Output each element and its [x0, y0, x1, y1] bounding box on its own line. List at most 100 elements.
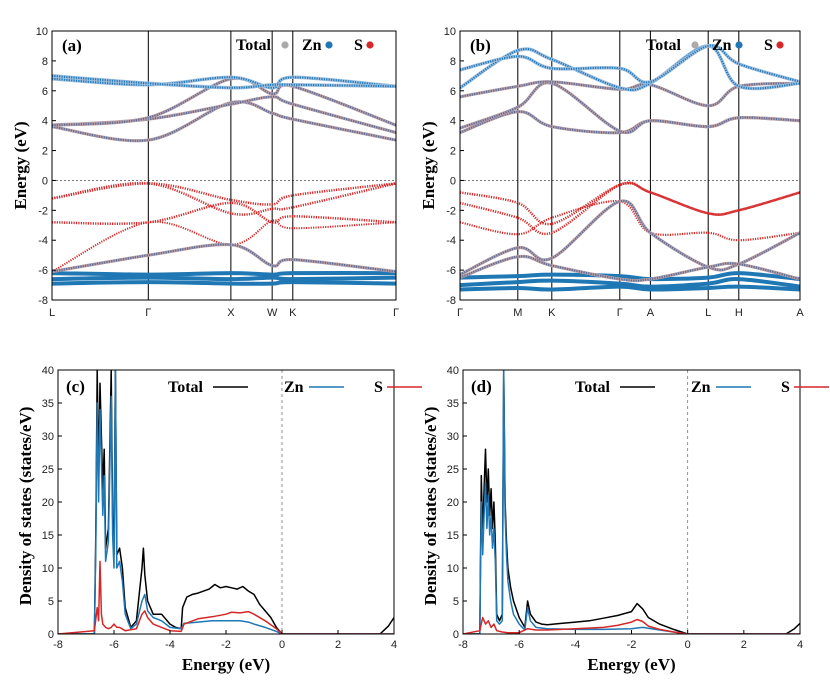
panel-label: (a) — [62, 36, 82, 55]
dos-line-total — [58, 370, 394, 634]
y-tick-label: 0 — [450, 175, 456, 187]
kpoint-label: M — [513, 307, 522, 319]
x-tick-label: 2 — [335, 639, 341, 651]
dos-line-zn — [58, 370, 394, 634]
x-tick-label: -6 — [109, 639, 119, 651]
y-tick-label: 2 — [42, 146, 48, 158]
band-cb2 — [460, 81, 800, 134]
y-tick-label: -2 — [38, 205, 48, 217]
dos-lines-group — [463, 370, 800, 634]
dos-line-zn — [463, 370, 800, 634]
kpoint-label: L — [705, 307, 711, 319]
y-tick-label: -8 — [446, 295, 456, 307]
y-axis-label: Density of states (states/eV) — [16, 407, 35, 606]
y-axis-label: Energy (eV) — [419, 121, 438, 209]
y-tick-label: 10 — [42, 563, 54, 575]
legend-label-s: S — [354, 37, 363, 54]
band-cb3 — [460, 80, 800, 107]
band-vb5 — [460, 255, 800, 282]
dos-lines-group — [58, 370, 394, 634]
y-tick-label: 30 — [447, 431, 459, 443]
kpoint-label: K — [548, 307, 556, 319]
y-tick-label: 0 — [42, 175, 48, 187]
panel-label: (d) — [471, 377, 492, 396]
legend-label-zn: Zn — [284, 379, 304, 396]
y-tick-label: 20 — [447, 497, 459, 509]
x-tick-label: -6 — [514, 639, 524, 651]
x-axis-label: Energy (eV) — [587, 655, 675, 674]
kpoint-label: Γ — [393, 307, 399, 319]
band-cb4 — [460, 44, 800, 91]
y-tick-label: 25 — [447, 464, 459, 476]
y-tick-label: 4 — [42, 116, 48, 128]
plot-frame — [459, 30, 801, 301]
y-tick-label: 10 — [36, 26, 48, 38]
kpoint-label: K — [289, 307, 297, 319]
band-structure-panel-0: -8 -6 -4 -2 0 2 4 6 8 10 L Γ X W K Γ Energy (eV) (a) Total… — [11, 26, 399, 319]
y-tick-label: 8 — [450, 56, 456, 68]
dos-line-s — [58, 560, 394, 634]
legend-label-s: S — [781, 379, 790, 396]
y-tick-label: 0 — [453, 629, 459, 641]
band-cb5 — [52, 74, 396, 89]
y-tick-label: 8 — [42, 56, 48, 68]
y-tick-label: 10 — [444, 26, 456, 38]
band-vb2 — [52, 181, 396, 216]
x-tick-label: -4 — [570, 639, 580, 651]
legend-marker-s — [776, 41, 784, 49]
band-structure-panel-1: -8 -6 -4 -2 0 2 4 6 8 10 Γ M K Γ A L H A Energy (eV) (b) Tot… — [419, 26, 804, 319]
y-tick-label: 2 — [450, 146, 456, 158]
band-cb3 — [52, 77, 396, 127]
panel-label: (b) — [470, 36, 491, 55]
y-tick-label: 25 — [42, 464, 54, 476]
band-vb4 — [52, 219, 396, 273]
band-vb4 — [460, 200, 800, 276]
legend-label-total: Total — [646, 37, 682, 54]
band-vb5 — [52, 243, 396, 273]
band-zn-d — [460, 277, 800, 289]
legend-marker-total — [281, 41, 289, 49]
band-halo — [460, 80, 800, 108]
plot-frame — [462, 369, 801, 635]
x-tick-label: 0 — [685, 639, 691, 651]
y-axis-label: Density of states (states/eV) — [421, 407, 440, 606]
band-cb1 — [460, 110, 800, 134]
y-tick-label: -6 — [446, 265, 456, 277]
y-tick-label: 35 — [447, 398, 459, 410]
legend-label-zn: Zn — [302, 37, 322, 54]
y-tick-label: -4 — [446, 235, 456, 247]
legend-marker-s — [366, 41, 374, 49]
y-tick-label: 15 — [447, 530, 459, 542]
dos-panel-2: 0 5 10 15 20 25 30 35 40 -8 -6 -4 -2 0 2 4 Energy (eV) De… — [16, 365, 422, 674]
y-tick-label: 20 — [42, 497, 54, 509]
y-tick-label: 30 — [42, 431, 54, 443]
kpoint-label: Γ — [145, 307, 151, 319]
x-tick-label: -2 — [627, 639, 637, 651]
x-tick-label: -4 — [165, 639, 175, 651]
kpoint-label: Γ — [457, 307, 463, 319]
legend-label-total: Total — [575, 379, 611, 396]
band-halo — [52, 95, 396, 135]
bands-group — [460, 43, 800, 292]
band-vb1 — [460, 181, 800, 226]
dos-line-total — [463, 370, 800, 634]
x-tick-label: -8 — [53, 639, 63, 651]
legend-label-total: Total — [236, 37, 272, 54]
legend-marker-zn — [735, 41, 743, 49]
y-tick-label: 15 — [42, 530, 54, 542]
band-vb1 — [52, 182, 396, 206]
kpoint-label: Γ — [617, 307, 623, 319]
y-tick-label: 4 — [450, 116, 456, 128]
y-axis-label: Energy (eV) — [11, 121, 30, 209]
y-tick-label: 40 — [447, 365, 459, 377]
y-tick-label: 5 — [48, 596, 54, 608]
x-tick-label: 4 — [797, 639, 803, 651]
y-tick-label: 5 — [453, 596, 459, 608]
x-tick-label: 0 — [279, 639, 285, 651]
band-vb3 — [460, 200, 800, 242]
band-zn-d — [460, 284, 800, 292]
x-tick-label: 4 — [391, 639, 397, 651]
y-tick-label: 6 — [450, 86, 456, 98]
band-cb5 — [460, 44, 800, 84]
band-vb2 — [460, 181, 800, 236]
